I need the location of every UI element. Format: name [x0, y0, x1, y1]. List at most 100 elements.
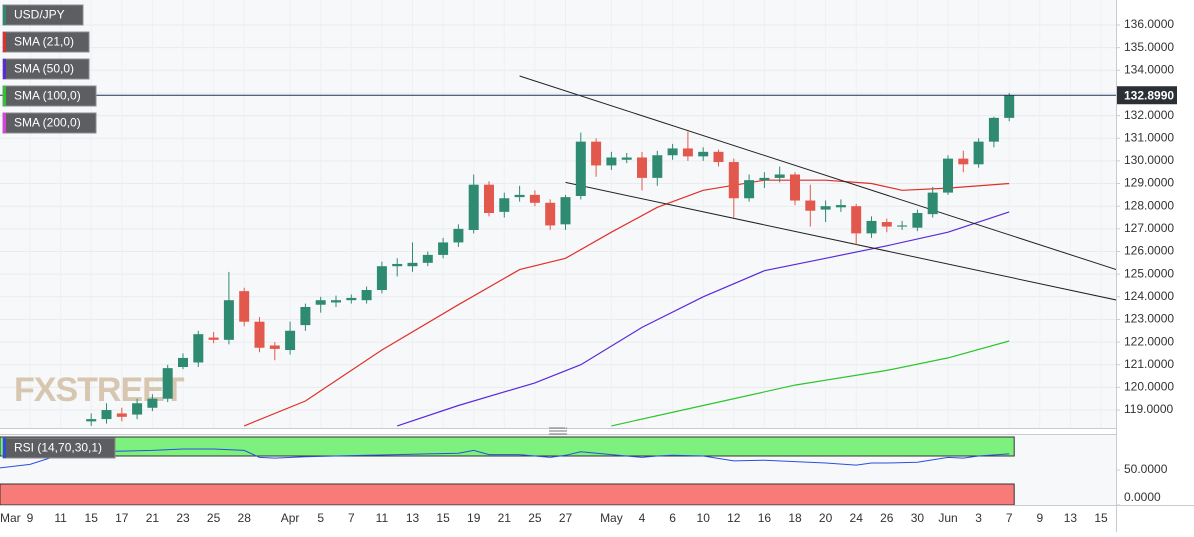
- axes: 136.0000135.0000134.0000133.0000132.0000…: [0, 17, 1177, 525]
- candle-body: [973, 141, 984, 165]
- y-tick-label: 123.0000: [1124, 312, 1174, 326]
- y-tick-label: 126.0000: [1124, 244, 1174, 258]
- candle-body: [805, 200, 816, 211]
- candle-body: [988, 117, 999, 142]
- candle-body: [407, 262, 418, 267]
- candle-body: [514, 194, 525, 198]
- candle-body: [698, 151, 709, 157]
- candle-body: [269, 345, 280, 349]
- trend-line: [519, 75, 1116, 271]
- candle-body: [682, 148, 693, 157]
- x-tick-label: 12: [727, 511, 741, 525]
- legend-swatch: [3, 438, 6, 458]
- y-tick-label: 132.0000: [1124, 108, 1174, 122]
- x-tick-label: 9: [27, 511, 34, 525]
- candle-body: [943, 158, 953, 193]
- candle-body: [147, 398, 158, 408]
- candle-body: [346, 297, 357, 301]
- x-tick-label: 30: [911, 511, 925, 525]
- candle-body: [300, 306, 311, 326]
- y-tick-label: 134.0000: [1124, 62, 1174, 76]
- x-tick-label: Mar: [0, 511, 21, 525]
- x-tick-label: 25: [207, 511, 221, 525]
- candle-body: [560, 197, 571, 225]
- x-tick-label: 13: [1064, 511, 1078, 525]
- candle-body: [422, 254, 433, 263]
- x-tick-label: 16: [758, 511, 772, 525]
- candle-body: [315, 300, 326, 305]
- y-tick-label: 119.0000: [1124, 402, 1173, 416]
- legend-swatch: [3, 113, 6, 133]
- candle-body: [178, 357, 188, 368]
- candle-body: [285, 330, 296, 351]
- legend-label: SMA (21,0): [14, 35, 74, 49]
- legend-label: SMA (50,0): [14, 62, 74, 76]
- x-tick-label: 13: [406, 511, 420, 525]
- legend-label: RSI (14,70,30,1): [14, 441, 102, 455]
- rsi-line: [0, 448, 1010, 469]
- candle-body: [744, 180, 755, 199]
- candle-body: [851, 206, 862, 234]
- candle-body: [575, 141, 586, 197]
- candle-body: [637, 157, 647, 178]
- candle-body: [820, 206, 831, 210]
- x-tick-label: 17: [115, 511, 129, 525]
- candle-body: [759, 177, 770, 181]
- candle-body: [499, 198, 510, 212]
- y-tick-label: 136.0000: [1124, 17, 1174, 31]
- candle-body: [208, 337, 219, 340]
- candle-body: [392, 263, 403, 267]
- candle-body: [545, 202, 556, 226]
- y-tick-label: 50.0000: [1124, 462, 1168, 476]
- candle-body: [376, 266, 387, 290]
- indicator-plot: [0, 436, 1015, 505]
- x-tick-label: 15: [85, 511, 99, 525]
- y-tick-label: 129.0000: [1124, 176, 1174, 190]
- x-tick-label: 15: [436, 511, 450, 525]
- candle-body: [132, 403, 143, 415]
- candle-body: [116, 413, 127, 417]
- legend-label: SMA (100,0): [14, 89, 81, 103]
- x-tick-label: 4: [639, 511, 646, 525]
- y-tick-label: 121.0000: [1124, 357, 1174, 371]
- main-panel: [0, 0, 1116, 428]
- price-plot: [0, 75, 1116, 427]
- candle-body: [897, 225, 908, 227]
- x-tick-label: 27: [559, 511, 573, 525]
- watermark: FXSTREET: [14, 371, 185, 409]
- legend: USD/JPY SMA (21,0) SMA (50,0) SMA (100,0) SM…: [2, 4, 116, 459]
- candle-body: [468, 184, 479, 230]
- candle-body: [331, 300, 341, 303]
- x-tick-label: 7: [348, 511, 355, 525]
- x-tick-label: 6: [669, 511, 676, 525]
- y-tick-label: 135.0000: [1124, 40, 1174, 54]
- legend-swatch: [3, 32, 6, 52]
- y-tick-label: 130.0000: [1124, 153, 1174, 167]
- candle-body: [361, 289, 372, 301]
- sma-line: [397, 211, 1010, 427]
- resize-handle[interactable]: [549, 427, 567, 435]
- candle-body: [438, 242, 449, 255]
- x-tick-label: 19: [467, 511, 481, 525]
- x-tick-label: 21: [146, 511, 160, 525]
- x-tick-label: 21: [498, 511, 512, 525]
- candle-body: [223, 300, 234, 340]
- legend-label: SMA (200,0): [14, 116, 81, 130]
- candle-body: [790, 174, 800, 201]
- candle-body: [591, 141, 602, 166]
- x-tick-label: 11: [376, 511, 389, 525]
- candle-body: [667, 148, 678, 156]
- candle-body: [958, 158, 969, 165]
- legend-swatch: [3, 5, 6, 25]
- candle-body: [1004, 95, 1015, 118]
- candle-body: [927, 192, 938, 215]
- grid: [0, 24, 1116, 411]
- y-tick-label: 120.0000: [1124, 380, 1174, 394]
- legend-label: USD/JPY: [14, 8, 65, 22]
- x-tick-label: 15: [1094, 511, 1108, 525]
- x-tick-label: Apr: [281, 511, 300, 525]
- sma-line: [611, 340, 1010, 427]
- x-tick-label: 24: [850, 511, 864, 525]
